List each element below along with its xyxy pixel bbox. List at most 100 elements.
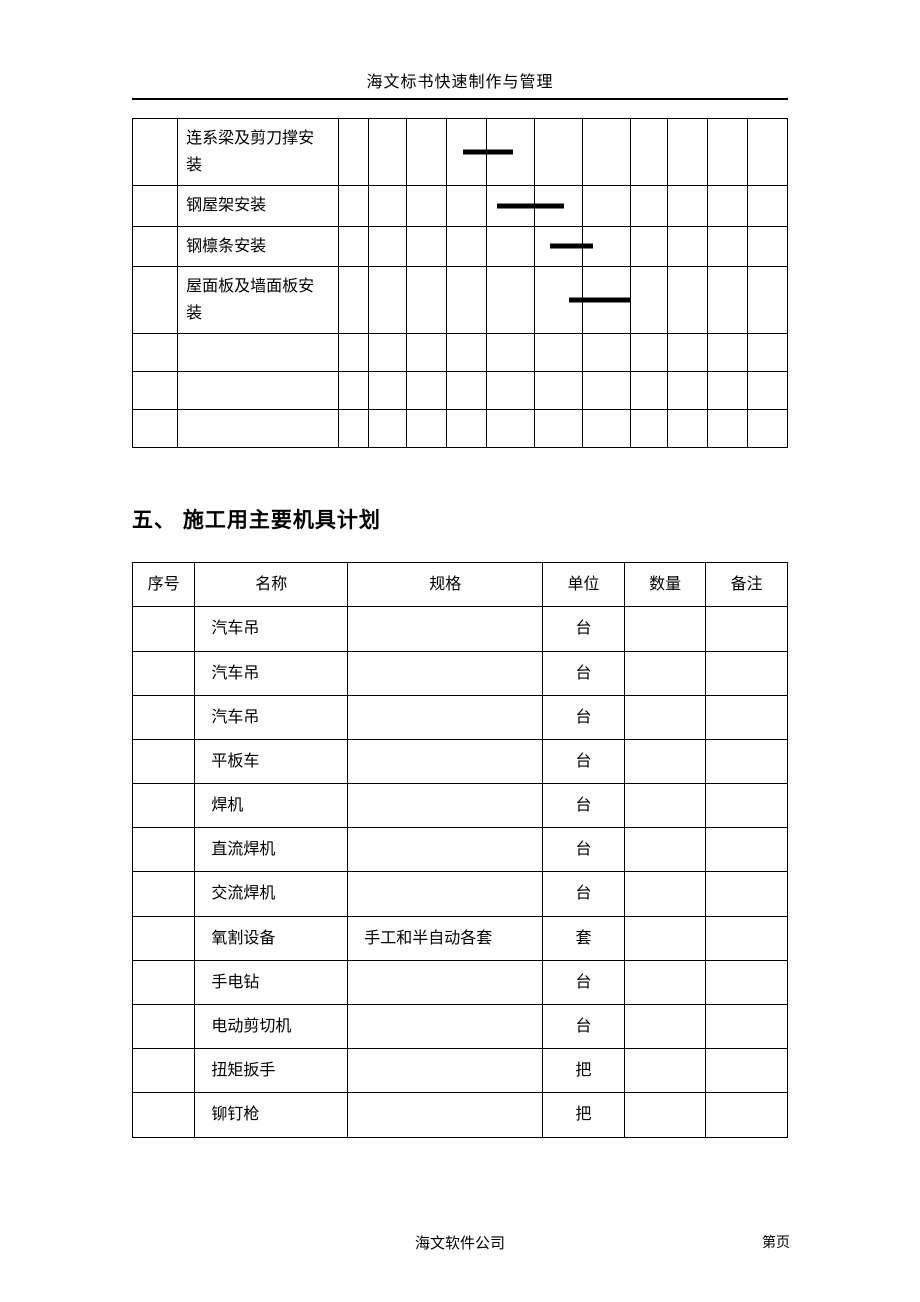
- gantt-cell: [707, 186, 747, 226]
- equip-qty: [624, 695, 706, 739]
- equip-row: 汽车吊台: [133, 695, 788, 739]
- gantt-cell: [631, 266, 667, 333]
- gantt-cell: [583, 186, 631, 226]
- gantt-cell: [535, 266, 583, 333]
- gantt-cell: [747, 226, 787, 266]
- equip-unit: 台: [543, 784, 625, 828]
- gantt-cell: [631, 226, 667, 266]
- gantt-cell: [338, 226, 368, 266]
- equip-note: [706, 1005, 788, 1049]
- equip-unit: 台: [543, 960, 625, 1004]
- gantt-cell: [487, 266, 535, 333]
- gantt-cell: [535, 334, 583, 372]
- equip-header-cell: 序号: [133, 563, 195, 607]
- gantt-cell: [535, 410, 583, 448]
- gantt-cell: [631, 410, 667, 448]
- gantt-cell: [446, 266, 486, 333]
- equip-spec: [348, 828, 543, 872]
- equip-name: 铆钉枪: [195, 1093, 348, 1137]
- gantt-row: [133, 334, 788, 372]
- equip-name: 电动剪切机: [195, 1005, 348, 1049]
- equip-name: 汽车吊: [195, 651, 348, 695]
- gantt-task-name: 钢屋架安装: [178, 186, 338, 226]
- gantt-cell: [446, 410, 486, 448]
- equip-no: [133, 960, 195, 1004]
- gantt-cell: [631, 334, 667, 372]
- gantt-cell: [667, 266, 707, 333]
- equip-name: 扭矩扳手: [195, 1049, 348, 1093]
- gantt-cell: [667, 119, 707, 186]
- equip-unit: 把: [543, 1093, 625, 1137]
- gantt-cell: [487, 186, 535, 226]
- equip-note: [706, 1093, 788, 1137]
- gantt-cell: [406, 186, 446, 226]
- gantt-bar: [550, 244, 593, 249]
- equip-row: 手电钻 台: [133, 960, 788, 1004]
- gantt-task-name: [178, 410, 338, 448]
- equip-note: [706, 960, 788, 1004]
- gantt-cell: [747, 410, 787, 448]
- equip-unit: 把: [543, 1049, 625, 1093]
- equip-unit: 台: [543, 607, 625, 651]
- equip-note: [706, 1049, 788, 1093]
- equip-row: 扭矩扳手 把: [133, 1049, 788, 1093]
- equip-note: [706, 739, 788, 783]
- gantt-task-name: 屋面板及墙面板安装: [178, 266, 338, 333]
- gantt-cell: [338, 372, 368, 410]
- gantt-cell: [487, 334, 535, 372]
- equip-qty: [624, 739, 706, 783]
- equip-spec: [348, 784, 543, 828]
- gantt-cell: [368, 410, 406, 448]
- gantt-cell: [747, 334, 787, 372]
- equip-spec: [348, 695, 543, 739]
- gantt-cell: [583, 119, 631, 186]
- gantt-cell: [446, 334, 486, 372]
- equip-header-row: 序号名称规格单位数量备注: [133, 563, 788, 607]
- gantt-row: [133, 372, 788, 410]
- gantt-row-index: [133, 186, 178, 226]
- equip-qty: [624, 1049, 706, 1093]
- gantt-cell: [368, 119, 406, 186]
- equip-name: 汽车吊: [195, 695, 348, 739]
- gantt-task-name: [178, 372, 338, 410]
- gantt-cell: [631, 372, 667, 410]
- gantt-cell: [747, 119, 787, 186]
- equip-qty: [624, 607, 706, 651]
- gantt-bar: [569, 297, 631, 302]
- gantt-cell: [487, 410, 535, 448]
- gantt-task-name: [178, 334, 338, 372]
- gantt-cell: [487, 226, 535, 266]
- gantt-row-index: [133, 334, 178, 372]
- equip-spec: [348, 960, 543, 1004]
- equip-row: 汽车吊 台: [133, 607, 788, 651]
- equip-header-cell: 规格: [348, 563, 543, 607]
- equip-header-cell: 数量: [624, 563, 706, 607]
- equip-unit: 台: [543, 739, 625, 783]
- gantt-cell: [707, 334, 747, 372]
- equip-note: [706, 695, 788, 739]
- gantt-cell: [707, 372, 747, 410]
- equip-row: 直流焊机台: [133, 828, 788, 872]
- gantt-row-index: [133, 266, 178, 333]
- gantt-task-name: 钢檩条安装: [178, 226, 338, 266]
- equip-no: [133, 739, 195, 783]
- equip-no: [133, 916, 195, 960]
- equip-no: [133, 784, 195, 828]
- gantt-cell: [338, 266, 368, 333]
- equip-name: 手电钻: [195, 960, 348, 1004]
- gantt-cell: [368, 266, 406, 333]
- gantt-cell: [338, 119, 368, 186]
- gantt-bar: [463, 150, 513, 155]
- equip-name: 汽车吊: [195, 607, 348, 651]
- gantt-row: 钢檩条安装: [133, 226, 788, 266]
- gantt-cell: [707, 226, 747, 266]
- equip-note: [706, 651, 788, 695]
- gantt-cell: [406, 226, 446, 266]
- equip-unit: 台: [543, 1005, 625, 1049]
- equip-qty: [624, 872, 706, 916]
- gantt-cell: [446, 119, 486, 186]
- equip-no: [133, 1093, 195, 1137]
- gantt-row-index: [133, 410, 178, 448]
- equip-no: [133, 828, 195, 872]
- equip-name: 交流焊机: [195, 872, 348, 916]
